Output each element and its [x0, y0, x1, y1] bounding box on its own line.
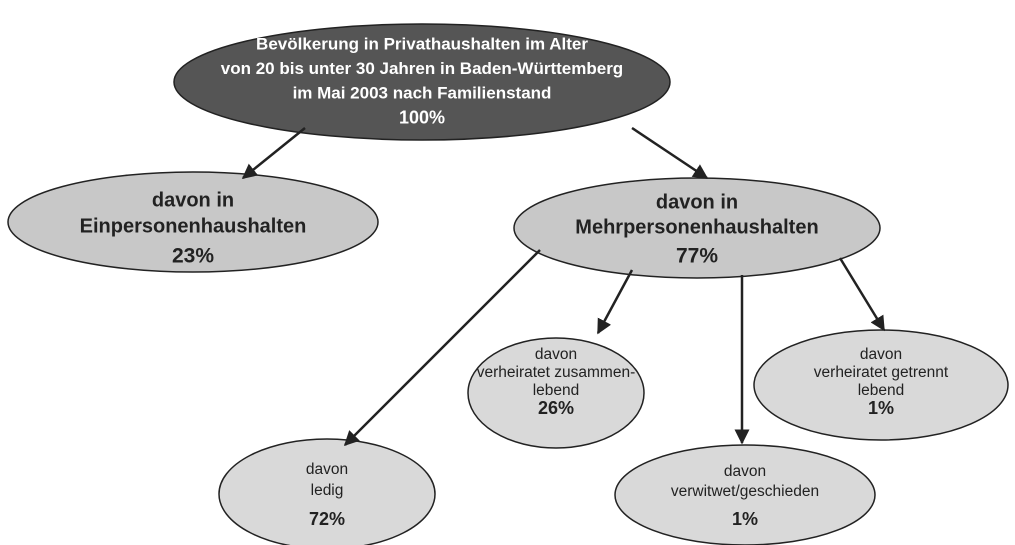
arrow: [343, 249, 541, 447]
node-value: 72%: [309, 509, 345, 529]
arrow: [596, 269, 634, 335]
node-label: verwitwet/geschieden: [671, 483, 819, 500]
node-label: lebend: [533, 382, 580, 399]
node: davon verwitwet/geschieden 1%: [614, 444, 876, 545]
node-value: 1%: [732, 509, 758, 529]
node: davon ledig 72%: [218, 438, 436, 545]
node-ellipse: [173, 23, 671, 141]
node-label: ledig: [311, 482, 344, 499]
node-label: davon: [535, 346, 577, 363]
node-label: verheiratet zusammen-: [477, 364, 636, 381]
node-label: Einpersonenhaushalten: [80, 215, 307, 237]
node-label: verheiratet getrennt: [814, 364, 949, 381]
node-label: im Mai 2003 nach Familienstand: [293, 83, 552, 102]
node-value: 77%: [676, 245, 718, 268]
node-ellipse: [7, 171, 379, 273]
node-ellipse: [467, 337, 645, 449]
node-label: Mehrpersonenhaushalten: [575, 216, 818, 238]
node-value: 1%: [868, 398, 894, 418]
node: davon in Einpersonenhaushalten 23%: [7, 171, 379, 273]
node-ellipse: [614, 444, 876, 545]
node-label: davon: [306, 461, 348, 478]
arrow: [631, 126, 709, 180]
node-label: Bevölkerung in Privathaushalten im Alter: [256, 34, 588, 53]
node-label: davon in: [152, 189, 234, 211]
node-label: davon: [860, 346, 902, 363]
node: davon in Mehrpersonenhaushalten 77%: [513, 177, 881, 279]
node-ellipse: [218, 438, 436, 545]
arrows: [241, 126, 886, 447]
node-label: davon: [724, 463, 766, 480]
node-label: davon in: [656, 191, 738, 213]
arrow: [838, 257, 886, 332]
node: Bevölkerung in Privathaushalten im Alter…: [173, 23, 671, 141]
arrow: [241, 127, 306, 179]
node-value: 100%: [399, 107, 445, 127]
node-value: 26%: [538, 398, 574, 418]
node-value: 23%: [172, 245, 214, 268]
node-label: lebend: [858, 382, 905, 399]
node-label: von 20 bis unter 30 Jahren in Baden-Würt…: [221, 59, 623, 78]
